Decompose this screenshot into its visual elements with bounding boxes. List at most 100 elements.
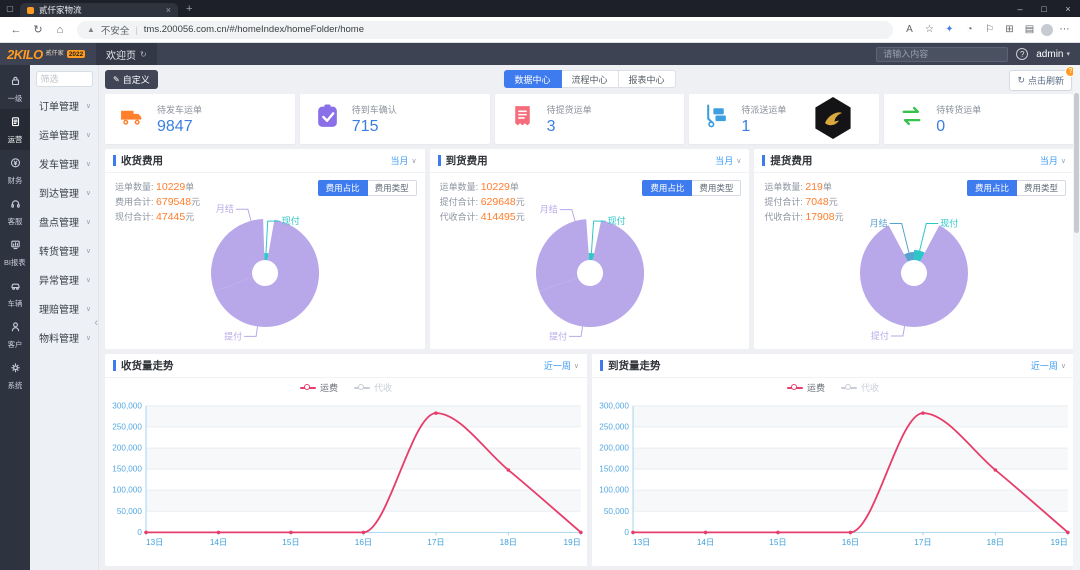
tab-数据中心[interactable]: 数据中心 (503, 70, 562, 88)
sidebar-item[interactable]: 发车管理 ∨ (30, 149, 98, 178)
period-dropdown[interactable]: 近一周 ∨ (543, 361, 579, 371)
global-search-input[interactable] (876, 46, 1009, 62)
report-icon (10, 237, 21, 255)
close-button[interactable]: × (1065, 3, 1071, 14)
browser-tab[interactable]: 贰仟家物流 × (20, 3, 178, 17)
control-bar: ✎ 自定义 数据中心 流程中心 报表中心 ↻ 点击刷新 ? (105, 66, 1076, 91)
new-tab-button[interactable]: + (186, 2, 193, 15)
rail-item-vehicle[interactable]: 车辆 (0, 273, 30, 314)
tab-流程中心[interactable]: 流程中心 (561, 70, 619, 88)
panel-title: 到货费用 (445, 155, 488, 167)
chevron-down-icon: ∨ (85, 247, 91, 255)
stat-card[interactable]: 待派送运单 1 (689, 94, 880, 144)
sidebar-item[interactable]: 运单管理 ∨ (30, 120, 98, 149)
sidebar-item[interactable]: 异常管理 ∨ (30, 265, 98, 294)
panel-title: 收货量走势 (121, 360, 174, 372)
sidebar-item[interactable]: 订单管理 ∨ (30, 91, 98, 120)
sidebar-item[interactable]: 到达管理 ∨ (30, 178, 98, 207)
welcome-page-tab[interactable]: 欢迎页 ↻ (96, 43, 157, 65)
sidebar-item[interactable]: 理赔管理 ∨ (30, 294, 98, 323)
x-tick-label: 17日 (427, 538, 444, 547)
legend-item-代收[interactable]: 代收 (841, 381, 879, 394)
sidebar-filter-input[interactable] (35, 71, 93, 87)
toggle-费用类型[interactable]: 费用类型 (692, 180, 742, 196)
fee-stat-value: 17908 (805, 211, 835, 223)
flag-icon[interactable]: ⚐ (985, 24, 994, 35)
title-marker (113, 155, 116, 166)
stat-card[interactable]: 待提货运单 3 (494, 94, 685, 144)
rail-item-service[interactable]: 客服 (0, 191, 30, 232)
toggle-费用占比[interactable]: 费用占比 (642, 180, 693, 196)
sidebar-item[interactable]: 盘点管理 ∨ (30, 207, 98, 236)
receipt-icon (509, 103, 536, 135)
period-dropdown[interactable]: 近一周 ∨ (1030, 361, 1066, 371)
tab-refresh-icon[interactable]: ↻ (140, 49, 147, 59)
period-dropdown[interactable]: 当月 ∨ (1039, 156, 1067, 166)
rail-item-label: BI报表 (4, 258, 26, 267)
period-dropdown[interactable]: 当月 ∨ (390, 156, 417, 166)
fee-stat-unit: 单 (822, 182, 832, 192)
back-button[interactable]: ← (10, 23, 22, 36)
toggle-费用类型[interactable]: 费用类型 (367, 180, 417, 196)
pie-label-line (559, 209, 576, 222)
page-scrollbar[interactable] (1073, 65, 1080, 570)
favorites-icon[interactable]: ☆ (925, 24, 934, 35)
help-icon[interactable]: ? (1016, 48, 1029, 60)
security-label[interactable]: 不安全 (100, 25, 130, 37)
split-area (146, 448, 581, 470)
address-bar[interactable]: ▲ 不安全 | tms.200056.com.cn/#/homeIndex/ho… (77, 20, 893, 39)
rail-item-system[interactable]: 系统 (0, 355, 30, 396)
browser-tab-strip: ▢ 贰仟家物流 × + – □ × (0, 0, 1080, 17)
toggle-费用类型[interactable]: 费用类型 (1017, 180, 1067, 196)
split-area (633, 490, 1068, 512)
pie-slice-label: 提付 (549, 331, 567, 341)
rail-item-lock[interactable]: 一级 (0, 68, 30, 109)
tab-actions-icon[interactable]: ▢ (6, 4, 14, 13)
sidebar-collapse-icon[interactable]: ‹ (94, 317, 98, 329)
minimize-button[interactable]: – (1017, 3, 1023, 14)
collections-icon[interactable]: ⊞ (1005, 24, 1014, 35)
rail-item-finance[interactable]: 财务 (0, 150, 30, 191)
x-tick-label: 16日 (842, 538, 859, 547)
split-screen-icon[interactable]: ▤ (1024, 24, 1035, 35)
fee-stat-value: 629648 (480, 196, 516, 208)
refresh-button[interactable]: ↻ (33, 24, 43, 36)
rail-item-report[interactable]: BI报表 (0, 232, 30, 273)
stat-card[interactable]: 待到车确认 715 (299, 94, 490, 144)
legend-item-运费[interactable]: 运费 (299, 381, 338, 394)
x-tick-label: 19日 (1051, 538, 1068, 547)
history-icon[interactable]: ◔ (966, 24, 973, 35)
legend-item-代收[interactable]: 代收 (354, 381, 392, 394)
truck-icon (119, 103, 146, 135)
rail-item-operations[interactable]: 运营 (0, 109, 30, 150)
legend-item-运费[interactable]: 运费 (786, 381, 825, 394)
fee-stat-label: 提付合计: (764, 197, 806, 207)
tab-报表中心[interactable]: 报表中心 (618, 70, 676, 88)
toggle-费用占比[interactable]: 费用占比 (317, 180, 368, 196)
extension-icon[interactable]: ✦ (945, 24, 954, 35)
stat-card[interactable]: 待发车运单 9847 (105, 94, 295, 144)
data-point (361, 530, 366, 535)
rail-item-customer[interactable]: 客户 (0, 314, 30, 355)
sidebar-item[interactable]: 转货管理 ∨ (30, 236, 98, 265)
sidebar-item[interactable]: 物料管理 ∨ (30, 323, 98, 352)
read-aloud-icon[interactable]: A (906, 24, 913, 35)
user-menu[interactable]: admin ▾ (1036, 49, 1070, 60)
trend-panels-row: 收货量走势 近一周 ∨ 运费 代收 0 50,000 100,000 150,000 20… (105, 354, 1074, 566)
scrollbar-thumb[interactable] (1074, 93, 1079, 233)
stat-card[interactable]: 待转货运单 0 (884, 94, 1074, 144)
tab-close-icon[interactable]: × (165, 5, 171, 15)
page-refresh-button[interactable]: ↻ 点击刷新 ? (1009, 66, 1076, 91)
x-tick-label: 16日 (355, 538, 372, 547)
operations-icon (10, 114, 21, 132)
pie-slice-提付 (860, 225, 969, 327)
y-tick-label: 0 (624, 528, 629, 537)
toggle-费用占比[interactable]: 费用占比 (966, 180, 1017, 196)
customize-button[interactable]: ✎ 自定义 (105, 70, 158, 89)
logo-subtext: 贰仟家 (45, 51, 64, 57)
profile-avatar[interactable] (1041, 23, 1053, 36)
maximize-button[interactable]: □ (1041, 3, 1047, 14)
home-button[interactable]: ⌂ (56, 23, 64, 36)
period-dropdown[interactable]: 当月 ∨ (715, 156, 742, 166)
browser-menu-icon[interactable]: ⋯ (1059, 24, 1070, 35)
